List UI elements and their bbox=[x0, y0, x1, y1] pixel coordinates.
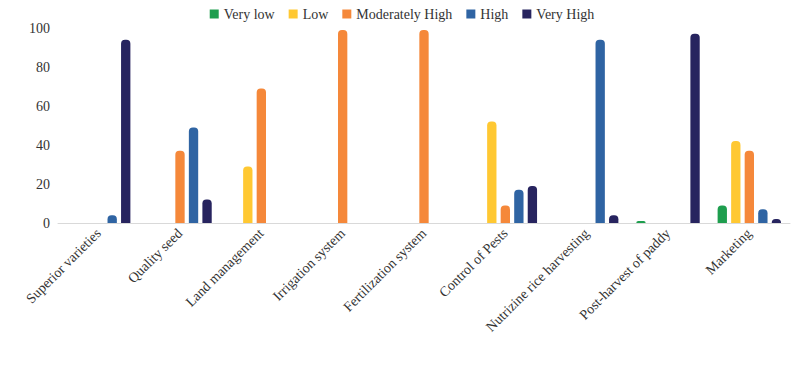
svg-text:High: High bbox=[480, 7, 508, 22]
svg-text:Land management: Land management bbox=[183, 226, 267, 310]
svg-text:0: 0 bbox=[43, 216, 50, 231]
svg-text:80: 80 bbox=[36, 60, 50, 75]
svg-text:100: 100 bbox=[29, 21, 50, 36]
svg-text:Post-harvest of paddy: Post-harvest of paddy bbox=[576, 226, 673, 323]
svg-text:Marketing: Marketing bbox=[703, 226, 755, 278]
svg-text:Very low: Very low bbox=[224, 7, 276, 22]
svg-text:60: 60 bbox=[36, 99, 50, 114]
svg-text:Very High: Very High bbox=[536, 7, 594, 22]
svg-text:40: 40 bbox=[36, 138, 50, 153]
svg-text:Moderately High: Moderately High bbox=[356, 7, 452, 22]
svg-text:Irrigation system: Irrigation system bbox=[270, 226, 348, 304]
svg-text:Quality seed: Quality seed bbox=[125, 226, 185, 286]
svg-text:Superior varieties: Superior varieties bbox=[23, 226, 104, 307]
svg-text:Control of Pests: Control of Pests bbox=[436, 226, 510, 300]
svg-text:Nutrizine rice harvesting: Nutrizine rice harvesting bbox=[483, 226, 592, 335]
svg-text:20: 20 bbox=[36, 177, 50, 192]
svg-text:Low: Low bbox=[303, 7, 330, 22]
svg-text:Fertilization system: Fertilization system bbox=[340, 226, 429, 315]
